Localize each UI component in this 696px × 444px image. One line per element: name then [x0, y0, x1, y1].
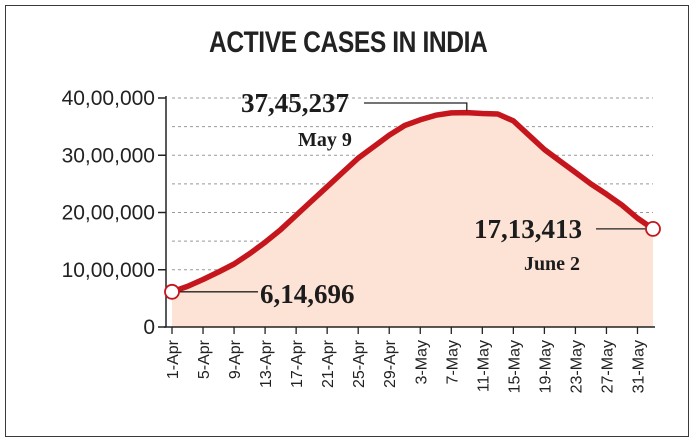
start-value-label: 6,14,696 [260, 279, 355, 309]
y-tick-labels: 0 10,00,000 20,00,000 30,00,000 40,00,000 [62, 87, 155, 339]
y-tick-label: 40,00,000 [62, 87, 155, 110]
start-marker [164, 283, 180, 300]
area-fill [172, 112, 653, 327]
x-tick-label: 7-May [444, 340, 461, 384]
x-tick-label: 25-Apr [351, 339, 368, 388]
chart-title: ACTIVE CASES IN INDIA [208, 26, 488, 59]
y-tick-label: 30,00,000 [62, 144, 155, 167]
x-tick-label: 17-Apr [289, 339, 306, 388]
x-tick-label: 19-May [537, 340, 554, 393]
x-tick-label: 23-May [568, 340, 585, 393]
x-tick-label: 13-Apr [258, 339, 275, 388]
x-tick-label: 5-Apr [196, 339, 213, 379]
x-tick-label: 11-May [475, 340, 492, 392]
y-tick-label: 10,00,000 [62, 259, 155, 282]
end-marker [645, 221, 661, 237]
x-tick-label: 31-May [630, 340, 647, 393]
x-tick-label: 21-Apr [320, 339, 337, 388]
x-tick-label: 29-Apr [382, 339, 399, 388]
x-tick-label: 1-Apr [165, 339, 182, 379]
end-value-label: 17,13,413 [474, 214, 582, 244]
peak-value-label: 37,45,237 [241, 88, 349, 118]
x-tick-labels: 1-Apr 5-Apr 9-Apr 13-Apr 17-Apr 21-Apr 25-Apr 2… [165, 339, 647, 393]
x-tick-label: 15-May [506, 340, 523, 393]
x-tick-label: 9-Apr [227, 339, 244, 379]
y-tick-label: 0 [143, 316, 155, 339]
peak-leader-line [364, 102, 468, 111]
x-tick-label: 27-May [599, 340, 616, 393]
annotations: 37,45,237 May 9 6,14,696 17,13,413 June 2 [164, 88, 661, 309]
y-tick-label: 20,00,000 [62, 202, 155, 225]
x-tick-label: 3-May [413, 340, 430, 384]
area-layer [169, 109, 656, 327]
peak-date-label: May 9 [298, 129, 352, 151]
series-line [169, 109, 656, 295]
end-date-label: June 2 [524, 253, 580, 275]
